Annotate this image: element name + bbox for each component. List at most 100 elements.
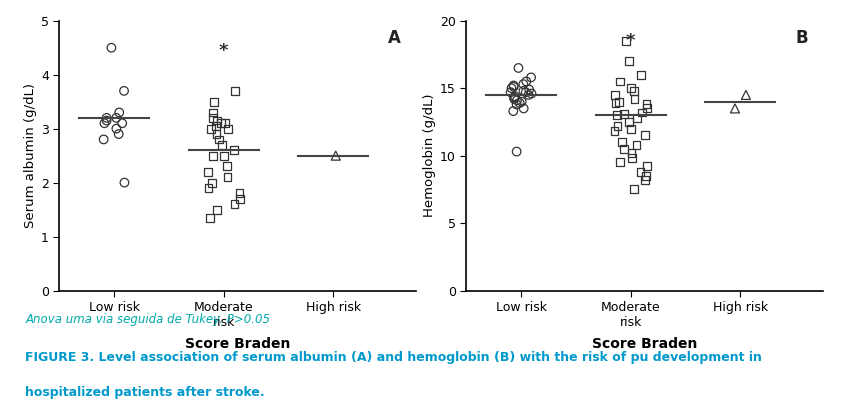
Point bbox=[628, 186, 641, 193]
Point bbox=[206, 109, 220, 116]
Point bbox=[329, 152, 343, 159]
Point bbox=[628, 95, 641, 102]
Point bbox=[622, 58, 636, 64]
Text: Anova uma via seguida de Tukey. P>0.05: Anova uma via seguida de Tukey. P>0.05 bbox=[25, 313, 271, 326]
Point bbox=[205, 179, 219, 186]
Point bbox=[218, 120, 232, 127]
Point bbox=[207, 98, 220, 105]
Point bbox=[115, 120, 129, 127]
Point bbox=[513, 100, 527, 106]
Point bbox=[639, 132, 652, 139]
Point bbox=[507, 83, 521, 90]
Point bbox=[112, 131, 126, 137]
Point bbox=[506, 108, 520, 115]
Point bbox=[109, 125, 123, 132]
Point bbox=[100, 115, 114, 121]
Point bbox=[217, 152, 231, 159]
Text: FIGURE 3. Level association of serum albumin (A) and hemoglobin (B) with the ris: FIGURE 3. Level association of serum alb… bbox=[25, 351, 762, 364]
Y-axis label: Serum albumin (g/dL): Serum albumin (g/dL) bbox=[24, 83, 36, 228]
Point bbox=[203, 214, 216, 221]
Point bbox=[626, 155, 639, 161]
Point bbox=[510, 97, 524, 104]
Point bbox=[633, 168, 647, 175]
Point bbox=[206, 152, 220, 159]
Point bbox=[630, 115, 644, 121]
Point bbox=[613, 159, 627, 166]
Point bbox=[630, 142, 644, 148]
Point bbox=[202, 185, 215, 191]
Point bbox=[519, 89, 533, 95]
Point bbox=[609, 100, 622, 106]
Point bbox=[229, 88, 243, 94]
Point bbox=[227, 147, 241, 154]
Point bbox=[728, 105, 742, 112]
Text: hospitalized patients after stroke.: hospitalized patients after stroke. bbox=[25, 386, 265, 399]
Point bbox=[204, 125, 218, 132]
Text: *: * bbox=[626, 32, 635, 49]
Point bbox=[118, 179, 131, 186]
Point bbox=[739, 92, 753, 98]
Point bbox=[210, 206, 224, 213]
Point bbox=[625, 149, 639, 156]
Point bbox=[624, 125, 638, 132]
Point bbox=[520, 78, 533, 85]
Point bbox=[215, 120, 228, 127]
Point bbox=[634, 71, 648, 78]
Point bbox=[617, 146, 631, 152]
Text: B: B bbox=[795, 29, 808, 47]
Point bbox=[510, 148, 523, 155]
Point bbox=[209, 122, 223, 129]
Point bbox=[215, 142, 229, 148]
Point bbox=[507, 82, 521, 89]
Text: A: A bbox=[388, 29, 401, 47]
Point bbox=[608, 92, 622, 98]
Point bbox=[612, 98, 626, 105]
Point bbox=[611, 122, 624, 129]
Point bbox=[113, 109, 126, 116]
Point bbox=[507, 95, 521, 102]
Point bbox=[97, 136, 110, 143]
Point bbox=[525, 90, 538, 97]
Point bbox=[210, 117, 224, 124]
Point bbox=[608, 128, 622, 134]
Y-axis label: Hemoglobin (g/dL): Hemoglobin (g/dL) bbox=[423, 94, 436, 217]
Point bbox=[639, 101, 653, 107]
Point bbox=[517, 105, 531, 112]
Point bbox=[616, 139, 629, 145]
Point bbox=[622, 119, 635, 125]
Point bbox=[220, 163, 234, 170]
Point bbox=[104, 44, 118, 51]
Point bbox=[98, 120, 111, 127]
Point bbox=[117, 88, 131, 94]
Point bbox=[505, 85, 518, 91]
Point bbox=[624, 85, 638, 91]
Point bbox=[610, 112, 623, 118]
Point bbox=[201, 168, 215, 175]
Point bbox=[511, 65, 525, 71]
Point bbox=[220, 125, 234, 132]
Point bbox=[233, 195, 247, 202]
Point bbox=[639, 173, 653, 179]
Point bbox=[232, 190, 246, 197]
Point bbox=[504, 89, 517, 95]
Point bbox=[619, 38, 633, 44]
Point bbox=[100, 117, 114, 124]
Point bbox=[228, 201, 242, 208]
Point bbox=[508, 93, 522, 100]
Point bbox=[516, 88, 530, 94]
Point bbox=[212, 136, 226, 143]
Point bbox=[522, 86, 536, 93]
Point bbox=[635, 109, 649, 116]
Point bbox=[510, 101, 523, 107]
Text: *: * bbox=[219, 42, 228, 60]
X-axis label: Score Braden: Score Braden bbox=[185, 337, 290, 351]
Point bbox=[617, 110, 631, 117]
Point bbox=[522, 92, 535, 98]
Point bbox=[515, 98, 528, 105]
Point bbox=[640, 163, 654, 170]
Point bbox=[507, 94, 521, 101]
Point bbox=[516, 81, 530, 88]
Point bbox=[638, 177, 651, 183]
Point bbox=[209, 131, 223, 137]
Point bbox=[206, 115, 220, 121]
